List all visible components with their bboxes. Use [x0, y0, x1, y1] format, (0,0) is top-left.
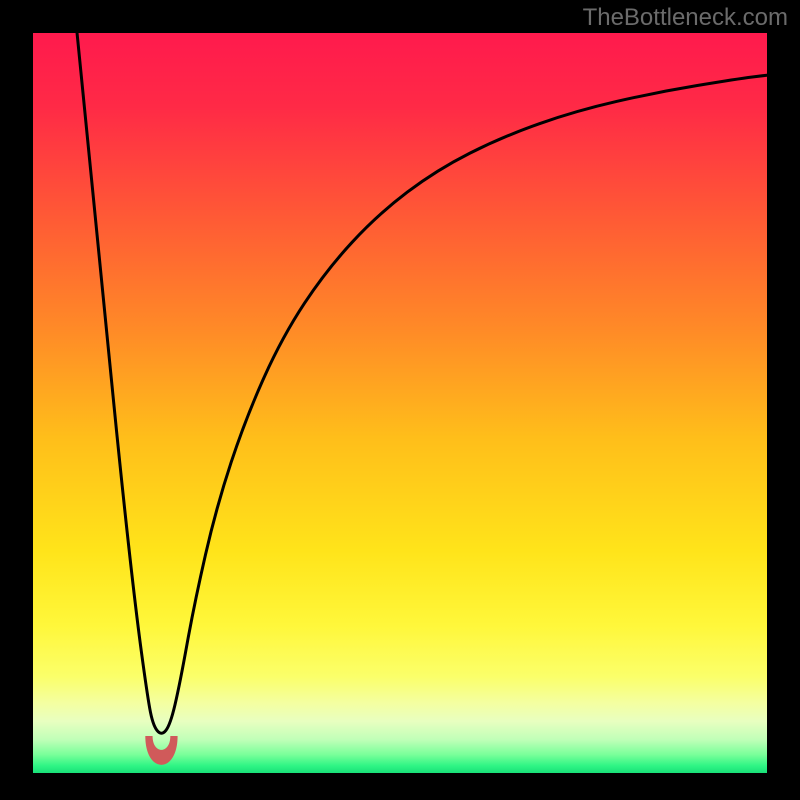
plot-svg — [33, 33, 767, 773]
watermark-text: TheBottleneck.com — [583, 4, 788, 32]
figure-root: TheBottleneck.com — [0, 0, 800, 800]
plot-area — [33, 33, 767, 773]
